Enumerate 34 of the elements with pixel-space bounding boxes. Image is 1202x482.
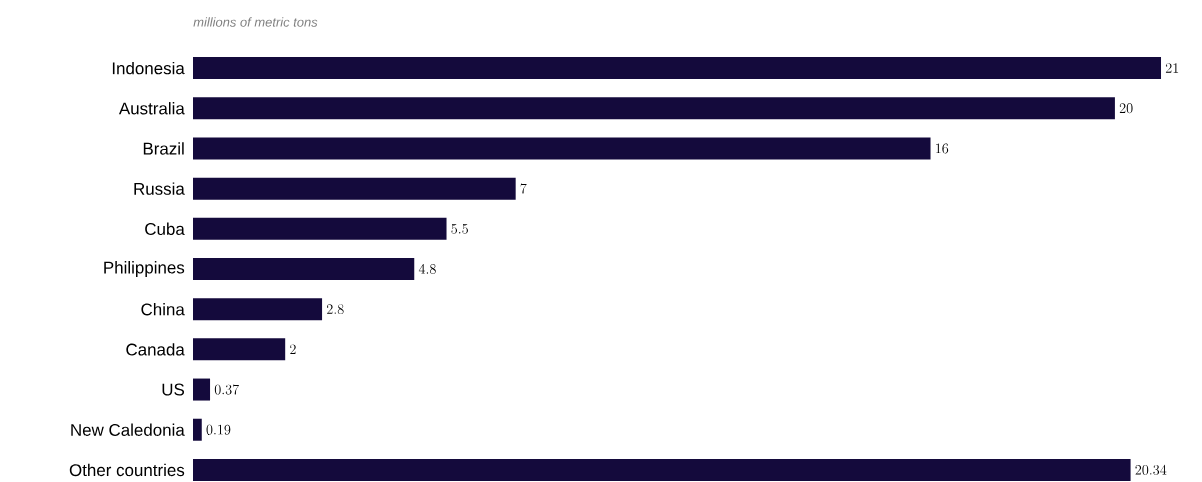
y-tick-label: Other countries xyxy=(69,463,185,477)
bar xyxy=(193,217,447,240)
y-tick-label: New Caledonia xyxy=(71,423,185,436)
y-tick-label: Canada xyxy=(126,343,185,356)
y-tick-label: Brazil xyxy=(143,142,184,155)
bar xyxy=(193,258,415,280)
data-label: 0. 19 xyxy=(206,424,231,435)
bar xyxy=(193,177,516,200)
data-label: 4.8 xyxy=(418,263,436,274)
data-label: 7 xyxy=(520,183,527,194)
chart-subtitle: millions of metric tons xyxy=(193,17,318,27)
y-tick-label: Russia xyxy=(134,182,185,195)
bar xyxy=(193,137,931,160)
y-tick-label: Indonesia xyxy=(112,61,185,75)
data-label: 2 xyxy=(290,344,296,354)
data-label: 0.37 xyxy=(214,384,240,395)
data-label: 20.34 xyxy=(1135,464,1167,475)
bar xyxy=(193,378,211,401)
y-tick-label: Cuba xyxy=(145,222,185,236)
data-label: 2.8 xyxy=(326,304,344,315)
bar xyxy=(193,298,323,321)
data-label: 5.5 xyxy=(451,223,468,234)
bar xyxy=(193,97,1115,120)
y-tick-label: China xyxy=(141,302,185,316)
y-tick-label: Australia xyxy=(118,102,185,115)
y-tick-label: Philippines xyxy=(104,261,185,277)
data-label: 16 xyxy=(936,143,949,154)
bar xyxy=(193,418,202,441)
data-label: 21 xyxy=(1165,63,1179,73)
bar xyxy=(193,57,1162,80)
data-label: 20 xyxy=(1119,103,1133,114)
bar xyxy=(193,458,1131,481)
y-tick-label: US xyxy=(162,383,185,396)
bar xyxy=(193,338,286,361)
